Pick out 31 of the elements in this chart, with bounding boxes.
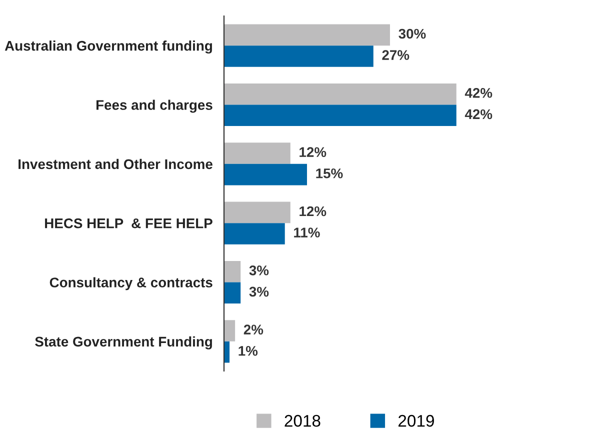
y-tick-label: Investment and Other Income (18, 158, 212, 170)
bar (224, 46, 374, 67)
data-label: 42% (464, 88, 492, 98)
data-label: 12% (300, 147, 326, 157)
y-tick-label: State Government Funding (35, 336, 212, 350)
bar (224, 282, 241, 304)
bar (224, 24, 390, 46)
data-label: 11% (294, 228, 320, 238)
data-label: 27% (382, 50, 410, 60)
data-label: 3% (249, 265, 269, 276)
data-label: 15% (316, 168, 343, 178)
data-label: 3% (249, 286, 269, 297)
bar (224, 83, 456, 105)
data-label: 30% (398, 28, 426, 39)
bar (224, 164, 307, 186)
legend-label: 2018 (284, 414, 320, 427)
data-label: 2% (244, 324, 264, 334)
legend-label: 2019 (398, 414, 434, 427)
y-tick-label: Fees and charges (96, 100, 212, 113)
bar (224, 142, 290, 164)
y-tick-label: Australian Government funding (4, 40, 212, 54)
y-tick-label: Consultancy & contracts (50, 277, 212, 290)
y-tick-label: HECS HELP & FEE HELP (45, 218, 212, 228)
data-label: 12% (300, 206, 326, 216)
bar (224, 202, 290, 224)
bar (224, 223, 285, 244)
bar (224, 260, 241, 282)
data-label: 42% (464, 109, 492, 120)
bar (224, 104, 456, 126)
bar (224, 320, 236, 342)
data-label: 1% (238, 346, 258, 356)
